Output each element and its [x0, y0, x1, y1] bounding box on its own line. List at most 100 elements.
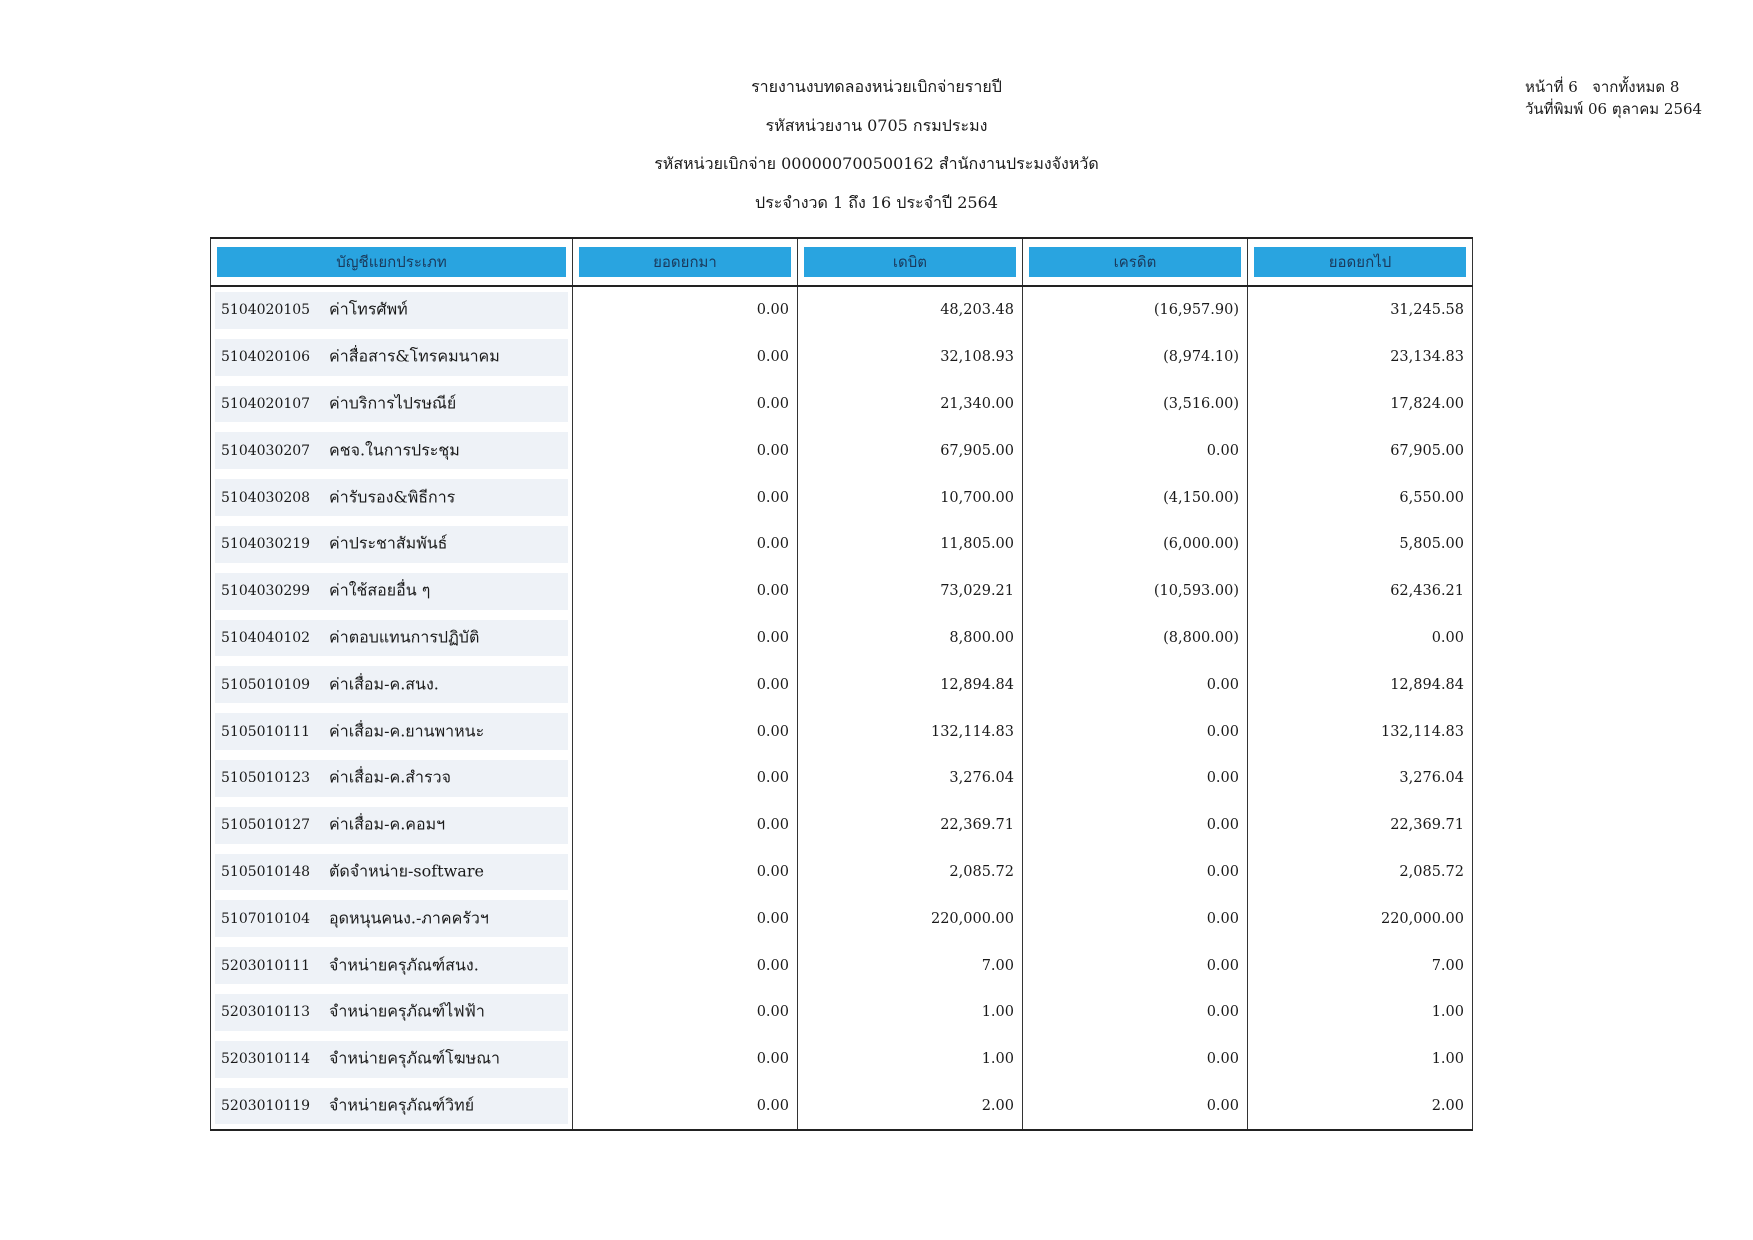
carried-forward-value: 22,369.71	[1247, 801, 1473, 849]
page-number-line: หน้าที่ 6 จากทั้งหมด 8	[1525, 76, 1702, 98]
carried-forward-value: 1.00	[1247, 1035, 1473, 1083]
brought-forward-value: 0.00	[572, 474, 798, 521]
carried-forward-value: 17,824.00	[1247, 380, 1473, 428]
brought-forward-value: 0.00	[572, 895, 798, 943]
brought-forward-value: 0.00	[572, 708, 798, 755]
credit-value: 0.00	[1022, 848, 1248, 896]
print-date: วันที่พิมพ์ 06 ตุลาคม 2564	[1525, 100, 1703, 118]
credit-value: 0.00	[1022, 801, 1248, 849]
brought-forward-value: 0.00	[572, 286, 798, 334]
account-cell: 5104030207 คชจ.ในการประชุม	[210, 427, 573, 475]
debit-value: 220,000.00	[797, 895, 1023, 943]
account-highlight	[215, 759, 568, 797]
credit-value: (8,974.10)	[1022, 333, 1248, 381]
table-row: 5105010109 ค่าเสื่อม-ค.สนง. 0.00 12,894.84 0…	[210, 661, 1473, 709]
carried-forward-value: 2,085.72	[1247, 848, 1473, 896]
debit-value: 73,029.21	[797, 567, 1023, 615]
credit-value: (8,800.00)	[1022, 614, 1248, 662]
account-highlight	[215, 993, 568, 1031]
brought-forward-value: 0.00	[572, 754, 798, 802]
table-row: 5203010113 จำหน่ายครุภัณฑ์ไฟฟ้า 0.00 1.00 0.…	[210, 988, 1473, 1036]
table-header: บัญชีแยกประเภท ยอดยกมา เดบิต เครดิต ยอดย…	[210, 237, 1473, 287]
account-name: คชจ.ในการประชุม	[329, 440, 460, 460]
account-highlight	[215, 806, 568, 844]
account-cell: 5105010109 ค่าเสื่อม-ค.สนง.	[210, 661, 573, 709]
account-code: 5203010113	[221, 1004, 311, 1021]
credit-value: (10,593.00)	[1022, 567, 1248, 615]
account-code: 5104040102	[221, 629, 311, 646]
account-cell: 5104020106 ค่าสื่อสาร&โทรคมนาคม	[210, 333, 573, 381]
page-total: จากทั้งหมด 8	[1592, 78, 1680, 96]
carried-forward-value: 1.00	[1247, 988, 1473, 1036]
account-name: จำหน่ายครุภัณฑ์สนง.	[329, 955, 479, 975]
brought-forward-value: 0.00	[572, 1082, 798, 1132]
account-highlight	[215, 713, 568, 750]
credit-value: 0.00	[1022, 1035, 1248, 1083]
account-code: 5105010109	[221, 676, 311, 693]
brought-forward-value: 0.00	[572, 380, 798, 428]
account-code: 5104030208	[221, 489, 311, 506]
account-name: ค่าเสื่อม-ค.สนง.	[329, 674, 439, 694]
credit-value: 0.00	[1022, 754, 1248, 802]
account-name: จำหน่ายครุภัณฑ์ไฟฟ้า	[329, 1001, 485, 1021]
carried-forward-value: 12,894.84	[1247, 661, 1473, 709]
account-name: ค่าสื่อสาร&โทรคมนาคม	[329, 346, 500, 366]
carried-forward-value: 67,905.00	[1247, 427, 1473, 475]
credit-value: 0.00	[1022, 895, 1248, 943]
account-highlight	[215, 338, 568, 376]
account-code: 5104030299	[221, 583, 311, 600]
agency-code: รหัสหน่วยงาน 0705 กรมประมง	[765, 115, 988, 135]
account-code: 5105010123	[221, 770, 311, 787]
account-highlight	[215, 666, 568, 704]
column-header-carried-forward: ยอดยกไป	[1247, 237, 1473, 287]
column-header-account: บัญชีแยกประเภท	[210, 237, 573, 287]
account-cell: 5203010119 จำหน่ายครุภัณฑ์วิทย์	[210, 1082, 573, 1132]
table-row: 5203010111 จำหน่ายครุภัณฑ์สนง. 0.00 7.00 0.0…	[210, 942, 1473, 989]
carried-forward-value: 6,550.00	[1247, 474, 1473, 521]
trial-balance-table: บัญชีแยกประเภท ยอดยกมา เดบิต เครดิต ยอดย…	[210, 237, 1473, 1132]
table-body: 5104020105 ค่าโทรศัพท์ 0.00 48,203.48 (16,95…	[210, 286, 1473, 1132]
account-code: 5107010104	[221, 910, 311, 927]
credit-value: 0.00	[1022, 942, 1248, 989]
column-header-label: เดบิต	[804, 247, 1016, 277]
debit-value: 7.00	[797, 942, 1023, 989]
account-cell: 5104030208 ค่ารับรอง&พิธีการ	[210, 474, 573, 521]
brought-forward-value: 0.00	[572, 801, 798, 849]
account-highlight	[215, 479, 568, 516]
brought-forward-value: 0.00	[572, 848, 798, 896]
credit-value: (6,000.00)	[1022, 520, 1248, 568]
debit-value: 21,340.00	[797, 380, 1023, 428]
account-name: จำหน่ายครุภัณฑ์วิทย์	[329, 1095, 475, 1115]
account-name: ค่าตอบแทนการปฏิบัติ	[329, 627, 480, 647]
account-cell: 5104040102 ค่าตอบแทนการปฏิบัติ	[210, 614, 573, 662]
account-cell: 5105010111 ค่าเสื่อม-ค.ยานพาหนะ	[210, 708, 573, 755]
account-highlight	[215, 947, 568, 984]
account-name: ค่าบริการไปรษณีย์	[329, 393, 457, 413]
debit-value: 8,800.00	[797, 614, 1023, 662]
account-cell: 5105010123 ค่าเสื่อม-ค.สำรวจ	[210, 754, 573, 802]
account-highlight	[215, 385, 568, 423]
account-highlight	[215, 572, 568, 610]
table-row: 5104020106 ค่าสื่อสาร&โทรคมนาคม 0.00 32,108…	[210, 333, 1473, 381]
account-code: 5203010111	[221, 957, 311, 974]
account-cell: 5104020105 ค่าโทรศัพท์	[210, 286, 573, 334]
debit-value: 32,108.93	[797, 333, 1023, 381]
account-highlight	[215, 853, 568, 891]
account-code: 5104030207	[221, 442, 311, 459]
account-cell: 5203010114 จำหน่ายครุภัณฑ์โฆษณา	[210, 1035, 573, 1083]
account-name: ค่าโทรศัพท์	[329, 299, 408, 319]
credit-value: (16,957.90)	[1022, 286, 1248, 334]
debit-value: 1.00	[797, 1035, 1023, 1083]
account-code: 5105010111	[221, 723, 311, 740]
brought-forward-value: 0.00	[572, 1035, 798, 1083]
account-name: อุดหนุนคนง.-ภาคครัวฯ	[329, 908, 489, 928]
table-row: 5107010104 อุดหนุนคนง.-ภาคครัวฯ 0.00 220,00…	[210, 895, 1473, 943]
account-code: 5203010119	[221, 1097, 311, 1114]
account-code: 5104020105	[221, 302, 311, 319]
column-header-credit: เครดิต	[1022, 237, 1248, 287]
column-header-brought-forward: ยอดยกมา	[572, 237, 798, 287]
table-header-row: บัญชีแยกประเภท ยอดยกมา เดบิต เครดิต ยอดย…	[210, 237, 1473, 287]
debit-value: 11,805.00	[797, 520, 1023, 568]
account-name: ค่าเสื่อม-ค.ยานพาหนะ	[329, 721, 485, 741]
carried-forward-value: 132,114.83	[1247, 708, 1473, 755]
